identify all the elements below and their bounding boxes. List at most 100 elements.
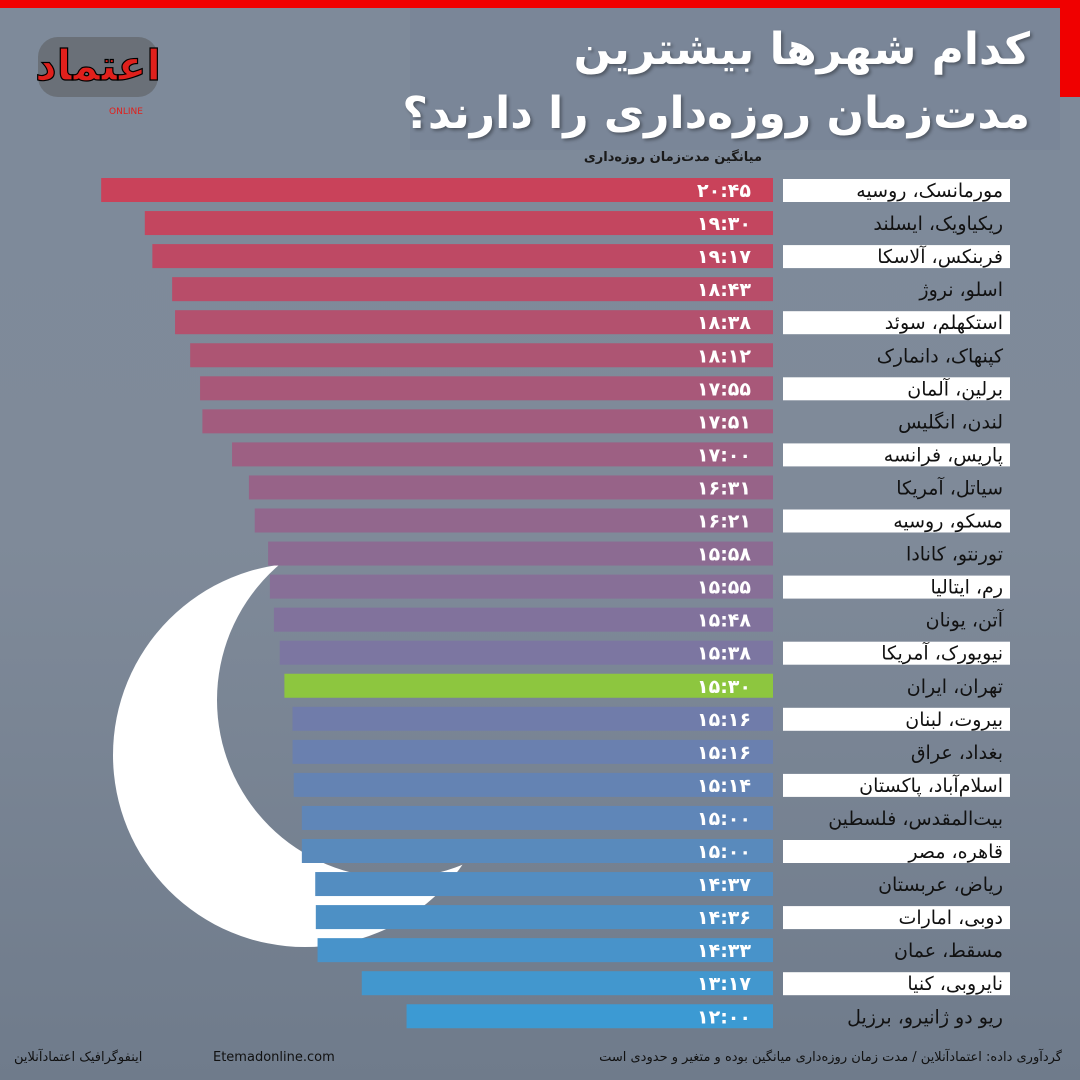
side-frame-strip	[1060, 0, 1080, 97]
bar	[317, 938, 773, 963]
data-label: ۱۵:۵۸	[697, 544, 751, 566]
data-label: ۱۲:۰۰	[697, 1006, 751, 1028]
data-label: ۱۳:۱۷	[697, 973, 751, 995]
data-label: ۱۸:۳۸	[697, 312, 751, 334]
svg-text:ONLINE: ONLINE	[109, 107, 143, 117]
bar	[406, 1004, 773, 1029]
axis-label: میانگین مدت‌زمان روزه‌داری	[583, 150, 762, 165]
bar	[301, 839, 773, 863]
data-label: ۱۴:۳۳	[697, 940, 751, 962]
data-label: ۱۸:۱۲	[697, 345, 751, 367]
top-frame-bar	[0, 0, 1080, 8]
etemad-logo: اعتماد ONLINE	[35, 37, 161, 117]
bar	[172, 277, 774, 302]
data-label: ۱۷:۰۰	[697, 444, 751, 466]
footer-credit: اینفوگرافیک اعتمادآنلاین	[14, 1050, 143, 1065]
data-label: ۱۴:۳۶	[697, 907, 751, 929]
label-box	[783, 377, 1010, 401]
data-label: ۱۵:۰۰	[697, 841, 751, 863]
data-label: ۱۵:۱۶	[697, 709, 751, 731]
footer-source: گردآوری داده: اعتمادآنلاین / مدت زمان رو…	[599, 1050, 1062, 1065]
category-label: ریو دو ژانیرو، برزیل	[847, 1006, 1003, 1028]
label-box	[783, 707, 1010, 731]
label-box	[783, 773, 1010, 797]
bar	[200, 376, 773, 401]
data-label: ۱۹:۱۷	[697, 246, 751, 268]
data-label: ۱۵:۱۴	[697, 775, 751, 797]
category-label: مسقط، عمان	[894, 940, 1003, 962]
category-label: بغداد، عراق	[911, 742, 1003, 764]
bar	[269, 574, 773, 599]
category-label: تهران، ایران	[907, 676, 1003, 698]
bar	[268, 541, 773, 566]
data-label: ۱۶:۲۱	[697, 511, 751, 533]
category-label: دوبی، امارات	[898, 907, 1003, 929]
category-label: برلین، آلمان	[907, 376, 1003, 400]
category-label: استکهلم، سوئد	[885, 312, 1003, 334]
label-box	[783, 575, 1010, 599]
bar	[190, 343, 774, 368]
bar	[175, 310, 774, 335]
bar	[284, 673, 773, 698]
bar	[144, 211, 774, 236]
footer-site[interactable]: Etemadonline.com	[213, 1050, 335, 1065]
bar	[254, 508, 774, 533]
bar	[292, 739, 773, 764]
label-box	[783, 641, 1010, 665]
label-box	[783, 311, 1010, 335]
category-label: رم، ایتالیا	[930, 577, 1003, 599]
category-label: اسلام‌آباد، پاکستان	[859, 773, 1003, 797]
bar	[361, 971, 773, 996]
label-box	[783, 509, 1010, 533]
label-box	[783, 443, 1010, 467]
bar	[315, 872, 773, 897]
data-label: ۱۵:۳۸	[697, 643, 751, 665]
data-label: ۱۷:۵۱	[697, 411, 751, 433]
bar	[293, 772, 773, 797]
bar	[279, 640, 773, 665]
category-label: تورنتو، کانادا	[906, 544, 1003, 566]
category-label: لندن، انگلیس	[898, 410, 1003, 433]
category-label: ریکیاویک، ایسلند	[873, 213, 1003, 235]
bar	[315, 905, 773, 930]
category-label: پاریس، فرانسه	[884, 444, 1003, 466]
data-label: ۱۵:۰۰	[697, 808, 751, 830]
data-label: ۱۵:۴۸	[697, 610, 751, 632]
category-label: مورمانسک، روسیه	[856, 180, 1003, 202]
data-label: ۱۸:۴۳	[697, 279, 751, 301]
category-label: سیاتل، آمریکا	[896, 475, 1003, 499]
label-box	[783, 840, 1010, 863]
data-label: ۱۵:۳۰	[697, 676, 751, 698]
category-label: نایروبی، کنیا	[907, 973, 1003, 995]
category-label: فربنکس، آلاسکا	[877, 244, 1003, 268]
data-label: ۱۹:۳۰	[697, 213, 751, 235]
bar	[202, 409, 773, 434]
data-label: ۱۵:۱۶	[697, 742, 751, 764]
data-label: ۱۷:۵۵	[697, 378, 751, 400]
label-box	[783, 906, 1010, 930]
category-label: نیویورک، آمریکا	[881, 641, 1003, 665]
data-label: ۱۶:۳۱	[697, 477, 751, 499]
category-label: بیروت، لبنان	[905, 709, 1003, 731]
bar	[273, 607, 773, 632]
bar	[292, 706, 773, 731]
data-label: ۲۰:۴۵	[697, 180, 751, 202]
label-box	[783, 179, 1010, 202]
label-box	[783, 972, 1010, 996]
bar	[152, 244, 773, 269]
category-label: آتن، یونان	[926, 608, 1004, 632]
bar	[301, 805, 773, 830]
bar	[248, 475, 773, 500]
label-box	[783, 245, 1010, 269]
bar	[101, 178, 774, 202]
category-label: اسلو، نروژ	[918, 279, 1003, 301]
title-box: کدام شهرها بیشترین مدت‌زمان روزه‌داری را…	[402, 8, 1060, 150]
category-label: مسکو، روسیه	[893, 511, 1003, 533]
data-label: ۱۴:۳۷	[697, 874, 751, 896]
category-label: کپنهاک، دانمارک	[877, 345, 1004, 367]
category-label: ریاض، عربستان	[878, 874, 1003, 896]
bar	[232, 442, 774, 467]
category-label: بیت‌المقدس، فلسطین	[828, 808, 1003, 830]
category-label: قاهره، مصر	[907, 841, 1003, 863]
